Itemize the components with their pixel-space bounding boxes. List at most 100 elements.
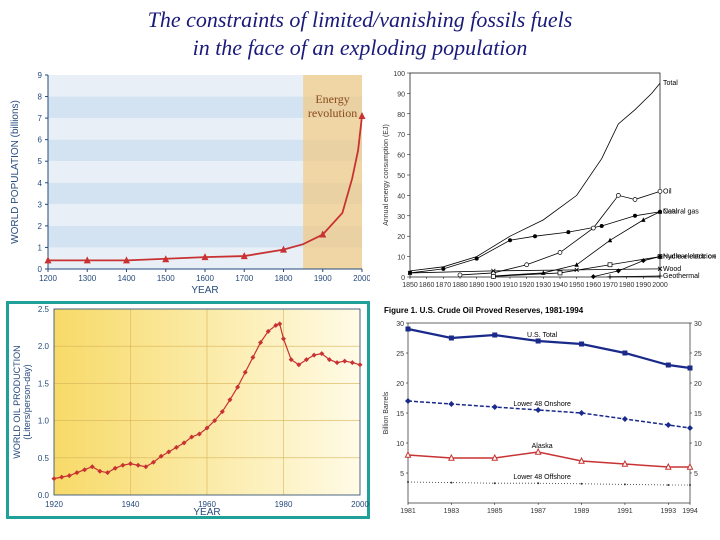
svg-text:Wood: Wood xyxy=(663,266,681,273)
svg-text:1900: 1900 xyxy=(486,282,502,289)
svg-text:0: 0 xyxy=(401,275,405,282)
svg-text:5: 5 xyxy=(38,157,43,166)
svg-text:8: 8 xyxy=(38,93,43,102)
svg-text:1989: 1989 xyxy=(574,508,590,515)
title-line-1: The constraints of limited/vanishing fos… xyxy=(20,6,700,34)
chart-grid: 0 1 2 3 4 5 6 7 8 9 1200 1300 1400 1500 1600 1700 1800 19… xyxy=(0,65,720,529)
svg-text:2000: 2000 xyxy=(353,274,370,283)
svg-text:1860: 1860 xyxy=(419,282,435,289)
svg-text:1990: 1990 xyxy=(636,282,652,289)
svg-text:1993: 1993 xyxy=(661,508,677,515)
svg-text:1991: 1991 xyxy=(617,508,633,515)
svg-text:7: 7 xyxy=(38,114,43,123)
svg-text:1960: 1960 xyxy=(586,282,602,289)
svg-text:revolution: revolution xyxy=(308,106,357,120)
svg-text:2.5: 2.5 xyxy=(38,305,50,314)
svg-text:4: 4 xyxy=(38,179,43,188)
svg-text:70: 70 xyxy=(397,132,405,139)
svg-text:Lower 48 Onshore: Lower 48 Onshore xyxy=(514,401,572,408)
svg-text:10: 10 xyxy=(397,255,405,262)
svg-text:0.5: 0.5 xyxy=(38,454,50,463)
svg-text:1900: 1900 xyxy=(314,274,332,283)
reserves-chart: Figure 1. U.S. Crude Oil Proved Reserves… xyxy=(378,301,718,523)
svg-text:WORLD OIL PRODUCTION: WORLD OIL PRODUCTION xyxy=(12,345,22,458)
svg-text:1994: 1994 xyxy=(682,508,698,515)
svg-text:5: 5 xyxy=(694,471,698,478)
oil-production-chart: 0.00.51.01.52.02.519201940196019802000YE… xyxy=(6,301,374,523)
svg-text:1940: 1940 xyxy=(122,500,140,509)
svg-text:1870: 1870 xyxy=(436,282,452,289)
svg-text:15: 15 xyxy=(396,411,404,418)
svg-text:1890: 1890 xyxy=(469,282,485,289)
svg-text:5: 5 xyxy=(400,471,404,478)
svg-text:1400: 1400 xyxy=(118,274,136,283)
svg-text:Oil: Oil xyxy=(663,188,672,195)
svg-text:90: 90 xyxy=(397,91,405,98)
svg-text:25: 25 xyxy=(694,351,702,358)
svg-text:1500: 1500 xyxy=(157,274,175,283)
svg-text:1930: 1930 xyxy=(536,282,552,289)
svg-text:10: 10 xyxy=(694,441,702,448)
svg-text:20: 20 xyxy=(397,234,405,241)
svg-text:WORLD POPULATION (billions): WORLD POPULATION (billions) xyxy=(10,100,21,244)
svg-text:1300: 1300 xyxy=(78,274,96,283)
svg-text:9: 9 xyxy=(38,71,43,80)
svg-text:1920: 1920 xyxy=(45,500,63,509)
svg-text:2: 2 xyxy=(38,222,43,231)
svg-text:1981: 1981 xyxy=(400,508,416,515)
svg-text:YEAR: YEAR xyxy=(193,507,220,518)
svg-text:30: 30 xyxy=(397,214,405,221)
svg-text:Lower 48 Offshore: Lower 48 Offshore xyxy=(514,474,572,481)
svg-text:50: 50 xyxy=(397,173,405,180)
svg-text:1200: 1200 xyxy=(39,274,57,283)
svg-text:(Liters/person-day): (Liters/person-day) xyxy=(22,364,32,440)
svg-text:1980: 1980 xyxy=(619,282,635,289)
svg-text:1987: 1987 xyxy=(531,508,547,515)
svg-text:1.5: 1.5 xyxy=(38,379,50,388)
svg-text:15: 15 xyxy=(694,411,702,418)
svg-text:80: 80 xyxy=(397,112,405,119)
svg-text:0: 0 xyxy=(38,265,43,274)
svg-text:1950: 1950 xyxy=(569,282,585,289)
svg-text:Natural gas: Natural gas xyxy=(663,209,699,216)
svg-text:1800: 1800 xyxy=(275,274,293,283)
svg-text:30: 30 xyxy=(396,321,404,328)
svg-text:6: 6 xyxy=(38,136,43,145)
svg-text:1980: 1980 xyxy=(275,500,293,509)
svg-text:1880: 1880 xyxy=(452,282,468,289)
svg-text:2000: 2000 xyxy=(652,282,668,289)
svg-text:U.S. Total: U.S. Total xyxy=(527,332,558,339)
svg-text:1: 1 xyxy=(38,243,43,252)
svg-text:2000: 2000 xyxy=(351,500,369,509)
svg-text:YEAR: YEAR xyxy=(191,285,218,296)
svg-text:60: 60 xyxy=(397,153,405,160)
svg-text:Geothermal: Geothermal xyxy=(663,273,700,280)
title-line-2: in the face of an exploding population xyxy=(20,34,700,62)
svg-text:1910: 1910 xyxy=(502,282,518,289)
svg-text:Alaska: Alaska xyxy=(532,443,553,450)
svg-text:1700: 1700 xyxy=(235,274,253,283)
svg-text:Energy: Energy xyxy=(315,92,349,106)
svg-text:1970: 1970 xyxy=(602,282,618,289)
svg-text:0.0: 0.0 xyxy=(38,491,50,500)
svg-text:Figure 1. U.S. Crude Oil Prove: Figure 1. U.S. Crude Oil Proved Reserves… xyxy=(384,306,584,315)
svg-text:1.0: 1.0 xyxy=(38,417,50,426)
svg-text:Nuclear electric energy: Nuclear electric energy xyxy=(663,254,716,261)
svg-text:1983: 1983 xyxy=(444,508,460,515)
svg-text:40: 40 xyxy=(397,193,405,200)
svg-text:Annual energy consumption (EJ): Annual energy consumption (EJ) xyxy=(383,124,390,226)
svg-text:25: 25 xyxy=(396,351,404,358)
svg-text:20: 20 xyxy=(396,381,404,388)
svg-text:2.0: 2.0 xyxy=(38,342,50,351)
energy-consumption-chart: 0 10 20 30 40 50 60 70 80 90 100 185018601870188018… xyxy=(378,67,718,297)
svg-text:10: 10 xyxy=(396,441,404,448)
population-chart: 0 1 2 3 4 5 6 7 8 9 1200 1300 1400 1500 1600 1700 1800 19… xyxy=(6,67,374,297)
svg-text:Total: Total xyxy=(663,80,678,87)
svg-text:100: 100 xyxy=(393,71,405,78)
svg-text:1600: 1600 xyxy=(196,274,214,283)
svg-text:1850: 1850 xyxy=(402,282,418,289)
svg-text:3: 3 xyxy=(38,200,43,209)
svg-text:1985: 1985 xyxy=(487,508,503,515)
svg-text:20: 20 xyxy=(694,381,702,388)
svg-text:Billion Barrels: Billion Barrels xyxy=(383,391,390,434)
